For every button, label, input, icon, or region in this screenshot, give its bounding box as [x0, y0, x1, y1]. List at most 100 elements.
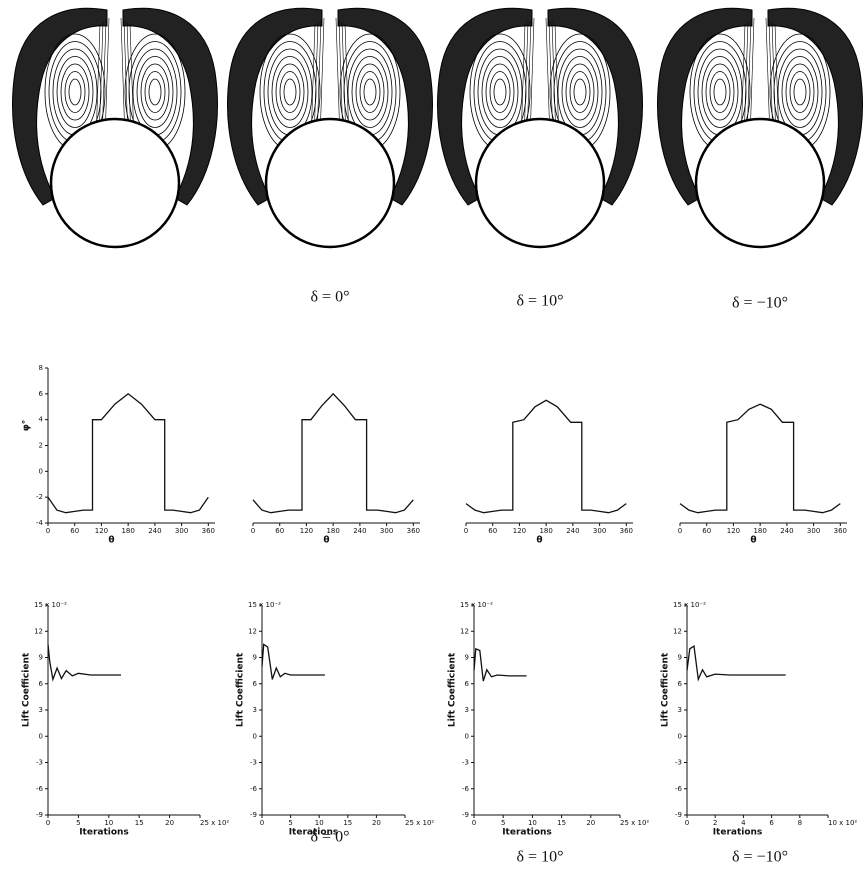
x-tick-label: 10: [104, 819, 113, 827]
contour-line: [279, 71, 301, 113]
x-axis-label: θ: [750, 536, 756, 546]
body: [474, 117, 606, 249]
contour-line: [785, 63, 815, 121]
contour-plot: [657, 7, 863, 249]
x-axis-label: θ: [323, 536, 329, 546]
y-tick-label: -9: [462, 811, 469, 819]
data-line: [686, 644, 786, 682]
x-tick-label: 300: [807, 527, 820, 535]
x-axis-label: Iterations: [79, 828, 129, 838]
contour-outline: [547, 7, 643, 206]
x-tick-label: 180: [753, 527, 766, 535]
y-axis-label: Lift Coefficient: [661, 652, 671, 727]
y-tick-label: -9: [36, 811, 43, 819]
x-tick-label: 0: [678, 527, 682, 535]
contour-outline: [337, 7, 433, 206]
contour-line: [144, 71, 166, 113]
contour-line: [363, 78, 377, 106]
x-tick-label: 15: [135, 819, 144, 827]
x-axis-label: Iterations: [502, 828, 552, 838]
data-line: [465, 399, 627, 514]
caption: δ = 10°: [517, 849, 564, 866]
x-tick-label: 120: [300, 527, 313, 535]
x-tick-label: 240: [780, 527, 793, 535]
contour-line: [359, 71, 381, 113]
x-tick-label: 20: [586, 819, 595, 827]
y-tick-label: -4: [36, 519, 44, 527]
contour-outline: [437, 7, 533, 206]
x-tick-label: 5: [76, 819, 80, 827]
x-tick-label: 5: [501, 819, 505, 827]
contour-line: [355, 63, 385, 121]
contour-line: [569, 71, 591, 113]
y-tick-label: 12: [34, 627, 43, 635]
data-line: [47, 644, 121, 682]
contour-line: [148, 78, 162, 106]
contour-line: [132, 48, 178, 136]
x-tick-label: 25 x 10²: [620, 819, 649, 827]
y-tick-label: 0: [678, 732, 682, 740]
contour-plot: [12, 7, 218, 249]
x-tick-label: 2: [713, 819, 717, 827]
y-tick-label: 6: [253, 680, 258, 688]
x-tick-label: 300: [175, 527, 188, 535]
x-tick-label: 20: [165, 819, 174, 827]
x-tick-label: 60: [275, 527, 284, 535]
x-tick-label: 0: [46, 819, 50, 827]
contour-line: [477, 48, 523, 136]
contour-outline: [227, 7, 323, 206]
x-tick-label: 4: [741, 819, 746, 827]
contour-line: [701, 56, 739, 128]
contour-plot: [227, 7, 433, 249]
contour-line: [713, 78, 727, 106]
body: [694, 117, 826, 249]
contour-line: [275, 63, 305, 121]
y-tick-label: -3: [36, 759, 43, 767]
caption: δ = 0°: [311, 829, 350, 846]
x-tick-label: 0: [685, 819, 689, 827]
y-tick-label: 6: [678, 680, 683, 688]
contour-line: [573, 78, 587, 106]
x-tick-label: 360: [407, 527, 420, 535]
y-tick-label: -9: [250, 811, 257, 819]
x-tick-label: 0: [251, 527, 255, 535]
y-tick-label: 3: [253, 706, 257, 714]
x-tick-label: 60: [488, 527, 497, 535]
x-axis-label: θ: [108, 536, 114, 546]
contour-line: [68, 78, 82, 106]
y-tick-label: -3: [250, 759, 257, 767]
contour-line: [705, 63, 735, 121]
x-tick-label: 25 x 10²: [200, 819, 229, 827]
y-tick-label: 0: [39, 467, 43, 475]
y-tick-label: -9: [675, 811, 682, 819]
contour-line: [709, 71, 731, 113]
data-line: [252, 392, 414, 514]
contour-line: [64, 71, 86, 113]
x-tick-label: 240: [566, 527, 579, 535]
contour-line: [60, 63, 90, 121]
x-tick-label: 10: [315, 819, 324, 827]
x-tick-label: 180: [121, 527, 134, 535]
x-tick-label: 20: [372, 819, 381, 827]
y-tick-label: 8: [39, 364, 43, 372]
caption: δ = −10°: [732, 295, 788, 312]
x-tick-label: 10: [528, 819, 537, 827]
x-tick-label: 5: [288, 819, 292, 827]
y-tick-label: -2: [36, 493, 43, 501]
x-tick-label: 0: [464, 527, 468, 535]
y-tick-label: -6: [36, 785, 44, 793]
data-line: [261, 643, 325, 680]
contour-outline: [12, 7, 108, 206]
x-tick-label: 360: [620, 527, 633, 535]
x-tick-label: 360: [834, 527, 847, 535]
x-axis-label: Iterations: [289, 828, 339, 838]
contour-outline: [122, 7, 218, 206]
y-tick-label: 12: [460, 627, 469, 635]
contour-outline: [767, 7, 863, 206]
data-line: [47, 392, 209, 514]
x-tick-label: 15: [557, 819, 566, 827]
contour-line: [56, 56, 94, 128]
y-tick-label: 6: [39, 390, 44, 398]
